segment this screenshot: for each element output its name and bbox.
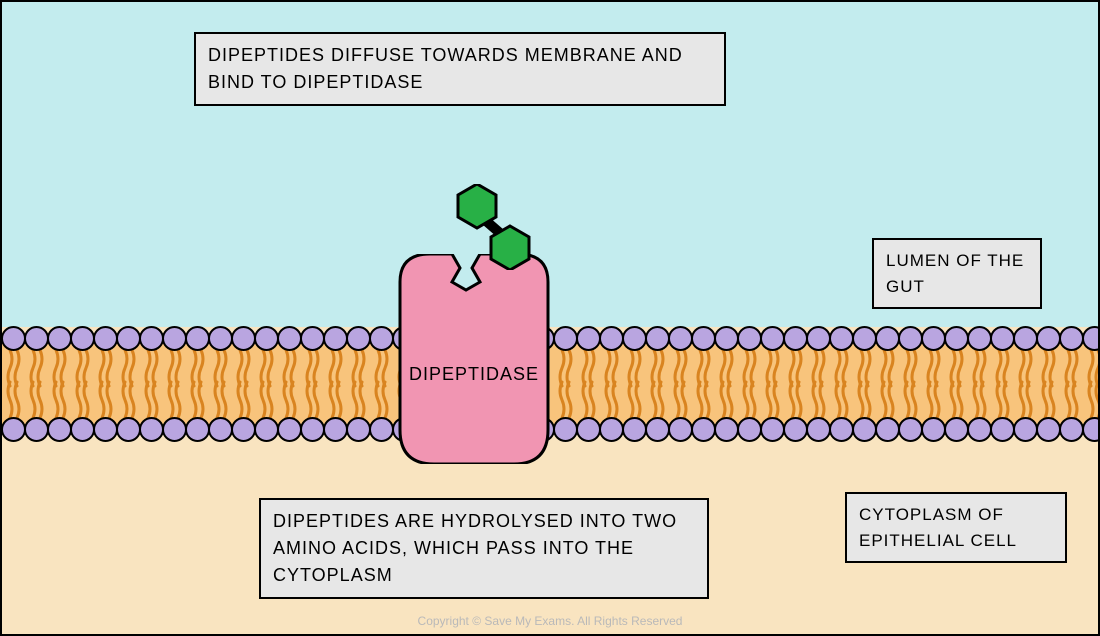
copyright-text: Copyright © Save My Exams. All Rights Re… <box>2 614 1098 628</box>
caption-bottom-text: DIPEPTIDES ARE HYDROLYSED INTO TWO AMINO… <box>273 511 677 585</box>
caption-top: DIPEPTIDES DIFFUSE TOWARDS MEMBRANE AND … <box>194 32 726 106</box>
label-cytoplasm: CYTOPLASM OF EPITHELIAL CELL <box>845 492 1067 563</box>
enzyme-label: DIPEPTIDASE <box>409 364 539 384</box>
dipeptide-substrate <box>444 184 542 270</box>
caption-top-text: DIPEPTIDES DIFFUSE TOWARDS MEMBRANE AND … <box>208 45 683 92</box>
label-lumen-text: LUMEN OF THE GUT <box>886 251 1024 296</box>
enzyme-dipeptidase: DIPEPTIDASE <box>374 254 574 464</box>
caption-bottom: DIPEPTIDES ARE HYDROLYSED INTO TWO AMINO… <box>259 498 709 599</box>
label-lumen: LUMEN OF THE GUT <box>872 238 1042 309</box>
label-cytoplasm-text: CYTOPLASM OF EPITHELIAL CELL <box>859 505 1017 550</box>
diagram-canvas: DIPEPTIDASE DIPEPTIDES DIFFUSE TOWARDS M… <box>0 0 1100 636</box>
